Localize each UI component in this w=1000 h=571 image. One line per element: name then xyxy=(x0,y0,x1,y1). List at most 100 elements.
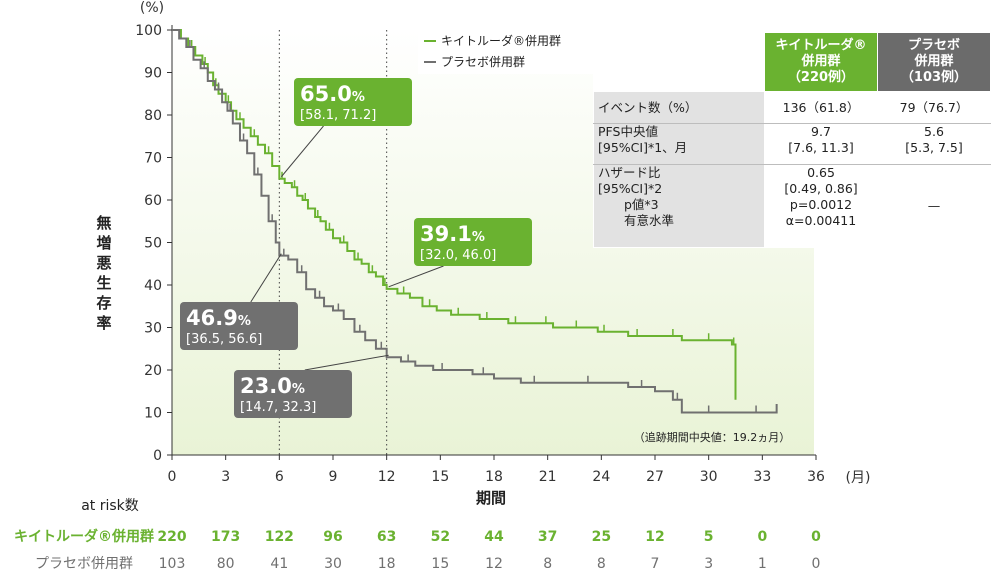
y-tick-label: 0 xyxy=(153,448,162,464)
x-tick-label: 24 xyxy=(592,469,610,485)
hr-keytruda: 0.65 [0.49, 0.86] p=0.0012 α=0.00411 xyxy=(764,164,878,248)
at-risk-value: 25 xyxy=(592,529,611,545)
pfs-label: PFS中央値 [95%CI]*1、月 xyxy=(593,123,765,165)
x-tick-label: 12 xyxy=(378,469,396,485)
x-tick-label: 15 xyxy=(431,469,449,485)
table-corner xyxy=(593,32,765,92)
y-axis-label-char: 悪 xyxy=(96,254,111,272)
y-ticks: 0 10 20 30 40 50 60 70 80 90 100 xyxy=(135,23,172,464)
x-unit: (月) xyxy=(846,470,871,486)
at-risk-label-placebo: プラセボ併用群 xyxy=(35,556,133,571)
events-placebo: 79（76.7） xyxy=(877,91,991,124)
col-header-keytruda: キイトルーダ® 併用群 （220例） xyxy=(764,32,878,92)
callout-ci: [36.5, 56.6] xyxy=(186,332,262,347)
at-risk-value: 103 xyxy=(159,556,186,571)
x-tick-label: 0 xyxy=(168,469,177,485)
y-tick-label: 30 xyxy=(144,321,162,337)
callout-ci: [58.1, 71.2] xyxy=(300,108,376,123)
callout-box xyxy=(414,218,532,266)
x-tick-label: 30 xyxy=(700,469,718,485)
pfs-placebo: 5.6 [5.3, 7.5] xyxy=(877,123,991,165)
at-risk-value: 52 xyxy=(431,529,450,545)
callout-leader xyxy=(280,125,324,178)
y-unit: (%) xyxy=(140,0,164,16)
at-risk-value: 0 xyxy=(757,529,767,545)
col-header-placebo: プラセボ 併用群 （103例） xyxy=(877,32,991,92)
x-tick-label: 33 xyxy=(753,469,771,485)
curve-keytruda xyxy=(172,29,737,400)
hr-placebo: — xyxy=(877,164,991,248)
y-axis-label-char: 無 xyxy=(96,214,111,232)
legend-keytruda: キイトルーダ®併用群 xyxy=(441,33,561,48)
events-label: イベント数（%） xyxy=(593,91,765,124)
at-risk-value: 5 xyxy=(704,529,714,545)
callout-leader xyxy=(250,253,282,303)
y-tick-label: 90 xyxy=(144,66,162,82)
table-row-events: イベント数（%） 136（61.8） 79（76.7） xyxy=(593,91,991,124)
legend: キイトルーダ®併用群 プラセボ併用群 xyxy=(418,30,594,74)
at-risk-value: 0 xyxy=(812,556,821,571)
pfs-keytruda: 9.7 [7.6, 11.3] xyxy=(764,123,878,165)
at-risk-value: 12 xyxy=(645,529,664,545)
x-tick-label: 21 xyxy=(539,469,557,485)
callout-box xyxy=(180,302,298,350)
table-row-hr: ハザード比 [95%CI]*2 p値*3 有意水準 0.65 [0.49, 0.… xyxy=(593,164,991,248)
at-risk-value: 44 xyxy=(484,529,504,545)
y-tick-label: 40 xyxy=(144,278,162,294)
at-risk-value: 173 xyxy=(211,529,240,545)
x-tick-label: 27 xyxy=(646,469,664,485)
x-tick-label: 36 xyxy=(807,469,825,485)
at-risk-value: 122 xyxy=(265,529,294,545)
x-axis-label: 期間 xyxy=(476,489,506,507)
at-risk-value: 0 xyxy=(811,529,821,545)
at-risk-value: 30 xyxy=(324,556,342,571)
y-tick-label: 60 xyxy=(144,193,162,209)
at-risk-value: 8 xyxy=(543,556,552,571)
y-tick-label: 80 xyxy=(144,108,162,124)
x-tick-label: 9 xyxy=(329,469,338,485)
at-risk-value: 7 xyxy=(651,556,660,571)
callout-ci: [32.0, 46.0] xyxy=(420,248,496,263)
callout-leader xyxy=(304,354,389,371)
at-risk-value: 41 xyxy=(270,556,288,571)
y-axis-label-char: 率 xyxy=(96,314,111,332)
at-risk-value: 1 xyxy=(758,556,767,571)
km-curves xyxy=(172,29,778,414)
at-risk-value: 80 xyxy=(217,556,235,571)
hr-label: ハザード比 [95%CI]*2 p値*3 有意水準 xyxy=(593,164,765,248)
y-axis-label-char: 生 xyxy=(96,274,111,292)
callout-box xyxy=(294,78,412,126)
x-tick-label: 6 xyxy=(275,469,284,485)
at-risk-value: 37 xyxy=(538,529,557,545)
callout-box xyxy=(234,370,352,418)
callout-ci: [14.7, 32.3] xyxy=(240,400,316,415)
at-risk-value: 18 xyxy=(378,556,396,571)
callouts: 65.0%[58.1, 71.2]39.1%[32.0, 46.0]46.9%[… xyxy=(180,78,532,418)
at-risk-label-keytruda: キイトルーダ®併用群 xyxy=(14,528,154,545)
at-risk-value: 3 xyxy=(704,556,713,571)
at-risk-value: 96 xyxy=(323,529,342,545)
at-risk-value: 8 xyxy=(597,556,606,571)
table-row-pfs: PFS中央値 [95%CI]*1、月 9.7 [7.6, 11.3] 5.6 [… xyxy=(593,123,991,165)
x-ticks: 0 3 6 9 12 15 18 21 24 27 30 33 36 xyxy=(168,455,825,485)
x-tick-label: 18 xyxy=(485,469,503,485)
at-risk-value: 220 xyxy=(157,529,186,545)
y-axis-label-char: 増 xyxy=(96,234,111,252)
followup-annotation: （追跡期間中央値：19.2ヵ月） xyxy=(634,430,791,444)
legend-placebo: プラセボ併用群 xyxy=(441,55,525,69)
at-risk-value: 63 xyxy=(377,529,396,545)
x-tick-label: 3 xyxy=(221,469,230,485)
y-tick-label: 100 xyxy=(135,23,162,39)
callout-leader xyxy=(388,265,444,288)
y-tick-label: 50 xyxy=(144,236,162,252)
events-keytruda: 136（61.8） xyxy=(764,91,878,124)
y-axis-label-char: 存 xyxy=(96,294,111,312)
y-tick-label: 20 xyxy=(144,363,162,379)
y-tick-label: 10 xyxy=(144,406,162,422)
at-risk-value: 15 xyxy=(431,556,449,571)
y-tick-label: 70 xyxy=(144,151,162,167)
at-risk-header: at risk数 xyxy=(81,498,139,514)
summary-table: キイトルーダ® 併用群 （220例） プラセボ 併用群 （103例） イベント数… xyxy=(593,32,991,248)
